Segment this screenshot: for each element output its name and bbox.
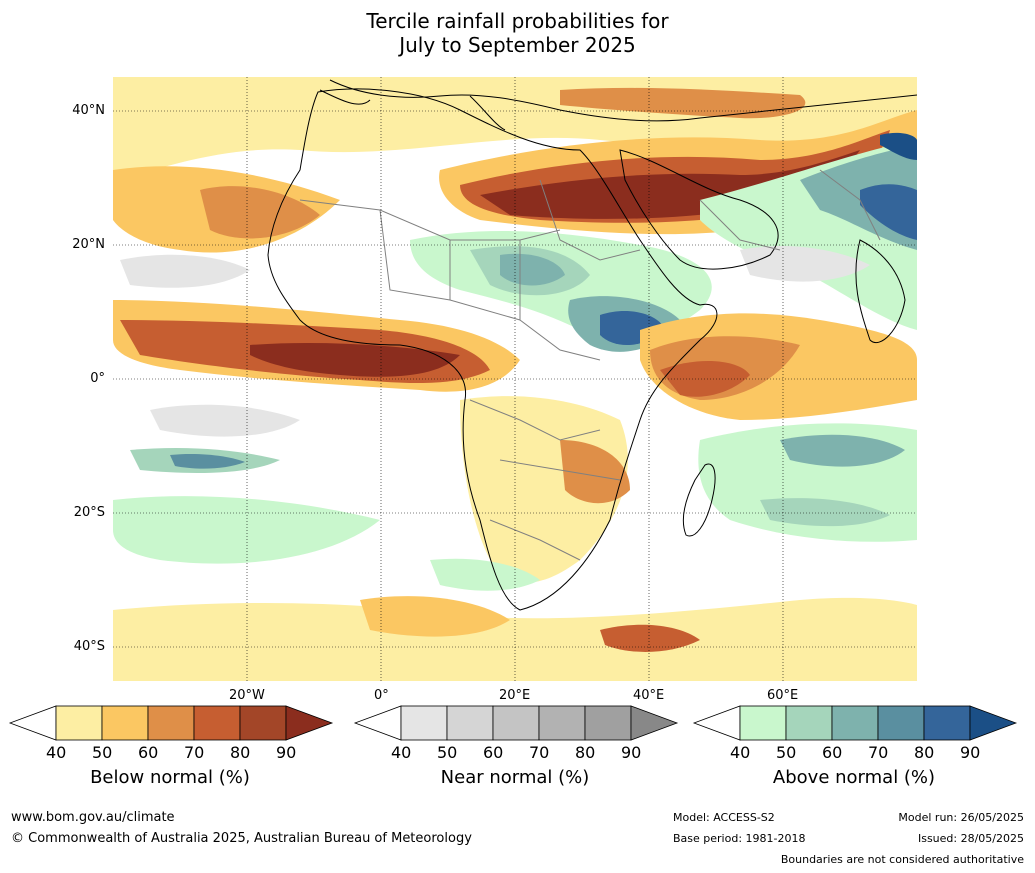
- colorbar-below-cell: [193, 705, 241, 741]
- colorbar-below-tick-label: 40: [46, 743, 67, 762]
- footer-disclaimer: Boundaries are not considered authoritat…: [780, 853, 1024, 866]
- colorbar-above-over-triangle: [969, 705, 1018, 741]
- colorbar-below-under-triangle: [8, 705, 57, 741]
- colorbar-below-tick-label: 70: [184, 743, 205, 762]
- colorbar-below-tick-label: 90: [276, 743, 297, 762]
- lon-label-60e: 60°E: [767, 688, 799, 703]
- coastlines: [267, 79, 917, 611]
- title-line-2: July to September 2025: [399, 33, 636, 57]
- colorbar-above-title: Above normal (%): [772, 767, 936, 788]
- colorbar-above-under-triangle: [692, 705, 741, 741]
- colorbar-near-tick-label: 70: [529, 743, 550, 762]
- colorbar-near-title: Near normal (%): [440, 767, 590, 788]
- colorbar-near-tick-label: 50: [437, 743, 458, 762]
- colorbar-above-cell: [785, 705, 833, 741]
- colorbar-near-tick-label: 60: [483, 743, 504, 762]
- colorbar-above-cell: [923, 705, 971, 741]
- lat-label-20n: 20°N: [72, 237, 105, 252]
- lon-label-0: 0°: [374, 688, 389, 703]
- colorbar-below-cell: [101, 705, 149, 741]
- footer-model: Model: ACCESS-S2: [673, 811, 775, 824]
- colorbar-above-tick-label: 80: [914, 743, 935, 762]
- colorbar-below-title: Below normal (%): [90, 767, 250, 788]
- colorbar-near-cell: [584, 705, 632, 741]
- footer-url: www.bom.gov.au/climate: [11, 810, 175, 825]
- probability-field: [113, 77, 917, 681]
- lat-label-40n: 40°N: [72, 103, 105, 118]
- footer-base-period: Base period: 1981-2018: [673, 832, 806, 845]
- colorbar-near-over-triangle: [630, 705, 679, 741]
- colorbar-above-cell: [831, 705, 879, 741]
- colorbar-near-cell: [400, 705, 448, 741]
- lat-label-0: 0°: [90, 371, 105, 386]
- colorbar-below-over-triangle: [285, 705, 334, 741]
- colorbar-below-cell: [239, 705, 287, 741]
- colorbar-near: [353, 705, 679, 741]
- colorbar-above-tick-label: 40: [730, 743, 751, 762]
- colorbars-svg: [8, 705, 1018, 741]
- colorbar-near-tick-label: 40: [391, 743, 412, 762]
- colorbar-above-tick-label: 70: [868, 743, 889, 762]
- footer-model-run: Model run: 26/05/2025: [898, 811, 1024, 824]
- colorbar-above-cell: [877, 705, 925, 741]
- lat-label-20s: 20°S: [73, 505, 105, 520]
- colorbar-near-under-triangle: [353, 705, 402, 741]
- lon-label-20e: 20°E: [499, 688, 531, 703]
- title-line-1: Tercile rainfall probabilities for: [366, 9, 669, 33]
- colorbar-near-tick-label: 90: [621, 743, 642, 762]
- colorbar-below: [8, 705, 334, 741]
- colorbar-below-cell: [147, 705, 195, 741]
- colorbar-below-tick-label: 80: [230, 743, 251, 762]
- colorbar-below-tick-label: 60: [138, 743, 159, 762]
- colorbar-above-tick-label: 90: [960, 743, 981, 762]
- colorbar-near-cell: [446, 705, 494, 741]
- footer-issued: Issued: 28/05/2025: [917, 832, 1024, 845]
- country-boundaries: [299, 169, 881, 561]
- colorbar-near-cell: [492, 705, 540, 741]
- colorbar-below-cell: [55, 705, 103, 741]
- graticule: [113, 77, 917, 681]
- colorbar-above: [692, 705, 1018, 741]
- colorbar-near-cell: [538, 705, 586, 741]
- lat-label-40s: 40°S: [73, 639, 105, 654]
- colorbar-above-tick-label: 50: [776, 743, 797, 762]
- footer-copyright: © Commonwealth of Australia 2025, Austra…: [11, 831, 472, 846]
- colorbar-below-tick-label: 50: [92, 743, 113, 762]
- colorbar-above-tick-label: 60: [822, 743, 843, 762]
- colorbar-near-tick-label: 80: [575, 743, 596, 762]
- colorbar-above-cell: [739, 705, 787, 741]
- lon-label-20w: 20°W: [229, 688, 265, 703]
- lon-label-40e: 40°E: [633, 688, 665, 703]
- map-title: Tercile rainfall probabilities for July …: [0, 9, 1035, 57]
